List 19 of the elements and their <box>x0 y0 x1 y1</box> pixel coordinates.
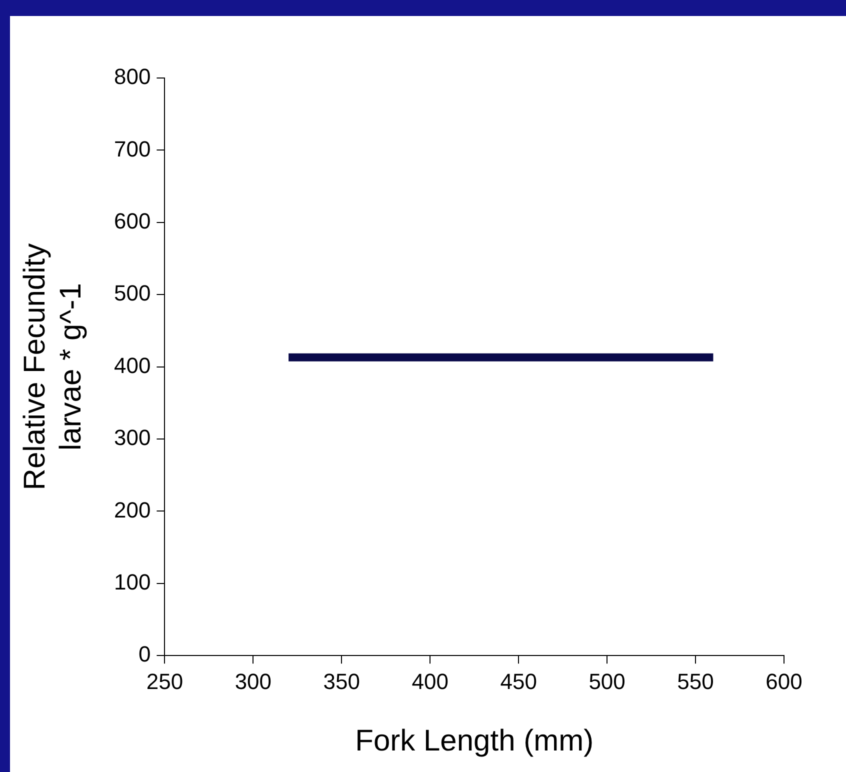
y-tick-label: 500 <box>114 280 151 306</box>
y-tick-label: 300 <box>114 425 151 450</box>
y-tick-label: 400 <box>114 352 151 378</box>
x-tick-label: 350 <box>323 668 360 694</box>
x-axis-title: Fork Length (mm) <box>355 724 594 758</box>
x-tick-label: 500 <box>588 668 626 694</box>
y-axis-title: Relative Fecundity larvae * g^-1 <box>18 243 88 490</box>
x-tick-label: 250 <box>146 668 184 694</box>
x-tick-label: 600 <box>766 668 802 694</box>
x-tick-label: 550 <box>677 668 714 694</box>
y-tick-label: 600 <box>114 208 151 234</box>
y-tick-label: 200 <box>114 497 151 522</box>
x-tick-label: 450 <box>500 668 537 694</box>
y-tick-label: 100 <box>114 569 151 594</box>
x-tick-label: 400 <box>412 668 448 694</box>
y-tick-label: 700 <box>114 136 151 162</box>
y-tick-label: 800 <box>114 64 151 90</box>
x-tick-label: 300 <box>234 668 272 694</box>
y-tick-label: 0 <box>138 642 151 667</box>
